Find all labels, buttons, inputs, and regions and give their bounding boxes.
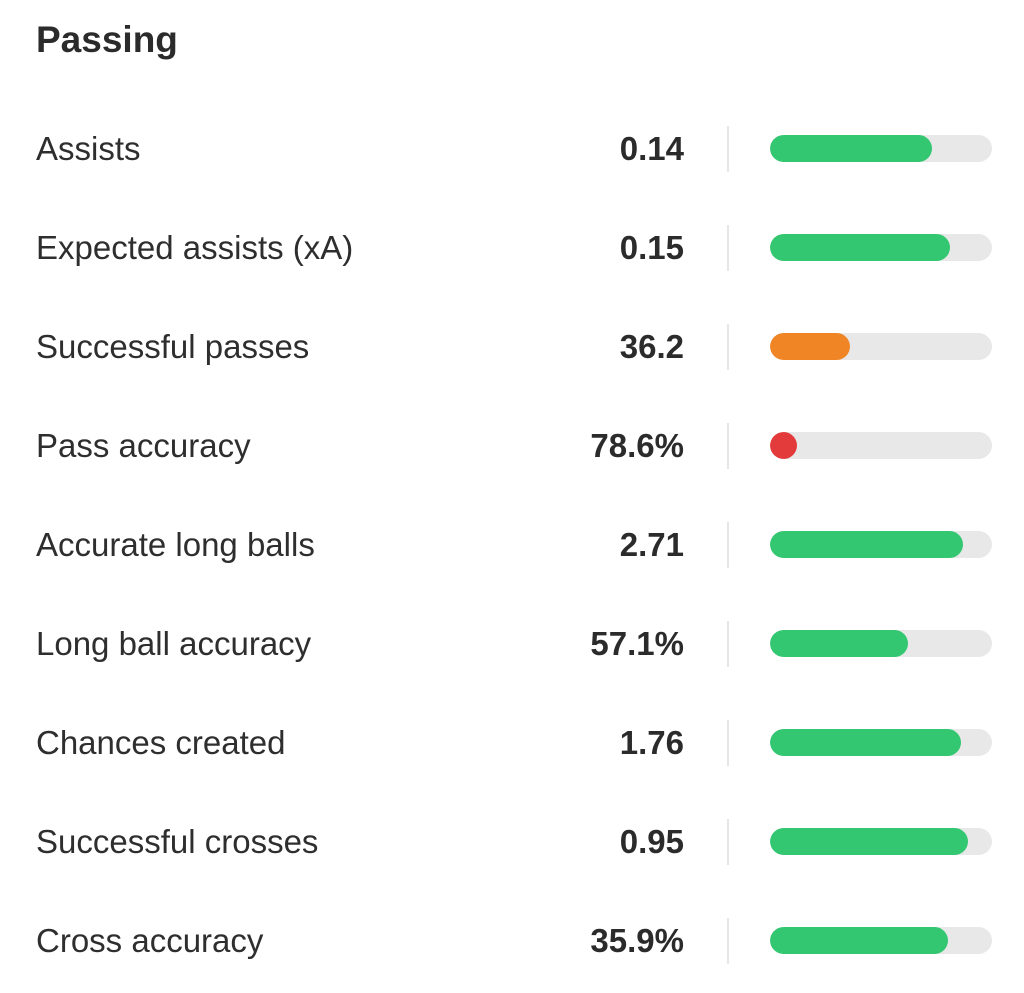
percentile-bar-track — [770, 630, 992, 657]
stat-label: Accurate long balls — [36, 526, 315, 563]
stat-row-successful-crosses: Successful crosses 0.95 — [0, 792, 1024, 891]
divider — [727, 324, 729, 370]
percentile-bar-fill — [770, 234, 950, 261]
stat-label: Pass accuracy — [36, 427, 251, 464]
percentile-bar-fill — [770, 135, 932, 162]
stat-row-pass-accuracy: Pass accuracy 78.6% — [0, 396, 1024, 495]
stat-label: Expected assists (xA) — [36, 229, 354, 266]
divider — [727, 225, 729, 271]
stat-row-cross-accuracy: Cross accuracy 35.9% — [0, 891, 1024, 990]
divider — [727, 720, 729, 766]
percentile-bar-track — [770, 234, 992, 261]
divider — [727, 522, 729, 568]
stat-label: Long ball accuracy — [36, 625, 312, 662]
percentile-bar-track — [770, 531, 992, 558]
percentile-bar-track — [770, 927, 992, 954]
percentile-bar-track — [770, 333, 992, 360]
stat-label: Successful crosses — [36, 823, 319, 860]
stat-row-expected-assists: Expected assists (xA) 0.15 — [0, 198, 1024, 297]
stat-row-successful-passes: Successful passes 36.2 — [0, 297, 1024, 396]
section-title: Passing — [36, 19, 178, 60]
stat-value: 78.6% — [590, 427, 684, 464]
stat-label: Successful passes — [36, 328, 310, 365]
stat-value: 35.9% — [590, 922, 684, 959]
stat-value: 36.2 — [619, 328, 684, 365]
divider — [727, 126, 729, 172]
divider — [727, 819, 729, 865]
percentile-bar-track — [770, 432, 992, 459]
percentile-bar-fill — [770, 333, 850, 360]
stat-label: Assists — [36, 130, 141, 167]
percentile-bar-fill — [770, 630, 908, 657]
stat-value: 57.1% — [590, 625, 684, 662]
stat-value: 0.14 — [619, 130, 684, 167]
stat-row-assists: Assists 0.14 — [0, 99, 1024, 198]
stat-value: 0.95 — [619, 823, 684, 860]
stat-label: Chances created — [36, 724, 286, 761]
stat-value: 1.76 — [619, 724, 684, 761]
stat-row-accurate-long-balls: Accurate long balls 2.71 — [0, 495, 1024, 594]
stat-value: 2.71 — [619, 526, 684, 563]
stat-label: Cross accuracy — [36, 922, 264, 959]
percentile-bar-fill — [770, 531, 963, 558]
percentile-bar-fill — [770, 927, 948, 954]
percentile-bar-fill — [770, 828, 968, 855]
divider — [727, 423, 729, 469]
percentile-bar-track — [770, 135, 992, 162]
percentile-bar-track — [770, 729, 992, 756]
percentile-bar-fill — [770, 432, 797, 459]
stat-row-chances-created: Chances created 1.76 — [0, 693, 1024, 792]
percentile-bar-track — [770, 828, 992, 855]
divider — [727, 621, 729, 667]
divider — [727, 918, 729, 964]
percentile-bar-fill — [770, 729, 961, 756]
stat-list: Assists 0.14 Expected assists (xA) 0.15 … — [0, 99, 1024, 990]
stat-value: 0.15 — [619, 229, 684, 266]
stat-row-long-ball-accuracy: Long ball accuracy 57.1% — [0, 594, 1024, 693]
